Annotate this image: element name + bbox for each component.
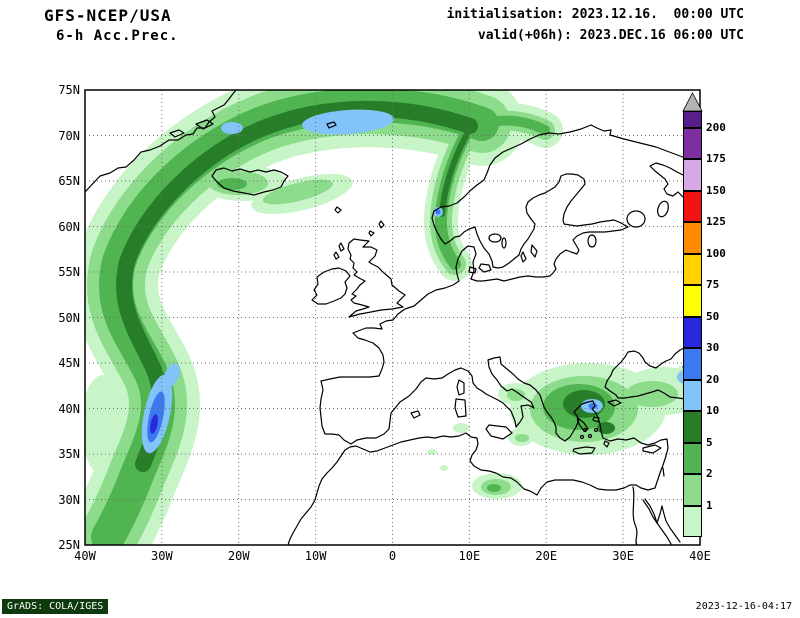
- valid-time-label: valid(+06h): 2023.DEC.16 06:00 UTC: [477, 28, 744, 43]
- precipitation-shading: [85, 90, 700, 545]
- grads-credit: GrADS: COLA/IGES: [2, 599, 109, 614]
- init-time-label: initialisation: 2023.12.16. 00:00 UTC: [446, 7, 744, 22]
- product-title: 6-h Acc.Prec.: [56, 28, 179, 44]
- grid-lines: [85, 90, 700, 545]
- creation-timestamp: 2023-12-16-04:17: [695, 601, 792, 612]
- model-title: GFS-NCEP/USA: [44, 6, 172, 25]
- coastlines: [85, 90, 700, 545]
